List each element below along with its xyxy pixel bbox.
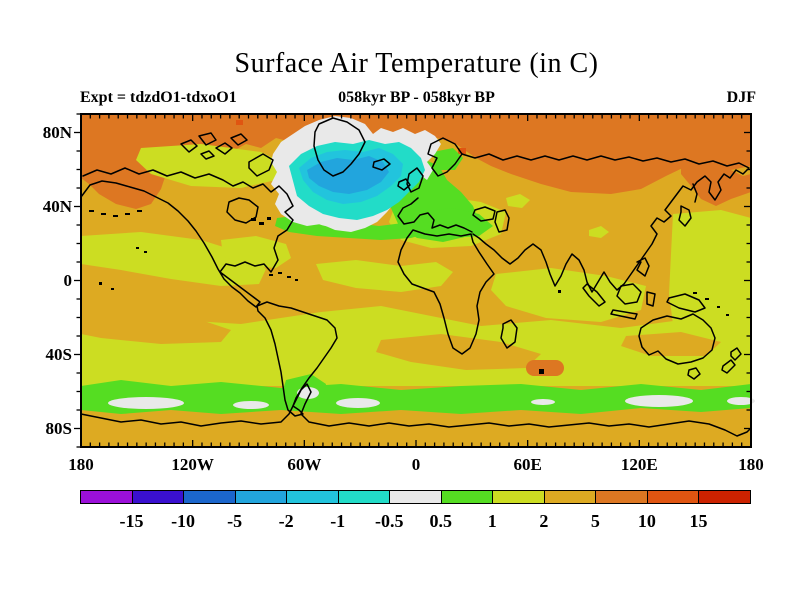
coast-antarctica [80, 383, 752, 437]
coast-sulawesi [646, 291, 656, 307]
lat-tick-label: 40N [42, 196, 72, 216]
colorbar-segment [698, 490, 751, 504]
colorbar-boundary-label: -1 [330, 511, 346, 531]
colorbar-segment [183, 490, 236, 504]
coast-java [610, 309, 638, 320]
coastlines [80, 117, 752, 437]
coast-philippines [636, 257, 650, 277]
region-atlantic-cold-core [307, 156, 389, 194]
lon-tick-label: 60W [287, 455, 322, 474]
coast-asia [461, 153, 750, 293]
coast-caspian [494, 209, 510, 233]
lon-tick-label: 0 [411, 455, 421, 474]
coast-sakhalin [692, 183, 698, 203]
colorbar-boundary-label: -5 [227, 511, 243, 531]
temperature-map [74, 113, 755, 448]
colorbar-segment [646, 490, 700, 504]
data-marker [539, 369, 544, 374]
coast-new-zealand [721, 347, 742, 374]
lon-tick-label: 60E [513, 455, 542, 474]
lat-tick-label: 80N [42, 122, 72, 142]
lon-tick-label: 180 [738, 455, 764, 474]
colorbar-segment [543, 490, 597, 504]
coast-europe [397, 197, 473, 233]
coast-south-america [256, 301, 338, 417]
colorbar-segment [595, 490, 648, 504]
region-indian-warm-spot [526, 360, 564, 376]
colorbar-segment [234, 490, 288, 504]
coast-scandinavia [427, 137, 463, 177]
coast-tasmania [687, 367, 701, 380]
colorbar-boundary-label: -15 [119, 511, 144, 531]
coast-japan [678, 205, 692, 227]
coast-iceland [372, 158, 391, 171]
coast-black-sea [472, 206, 496, 222]
lon-tick-label: 180 [68, 455, 94, 474]
island-specks [89, 210, 729, 316]
region-warm-speck [458, 148, 466, 154]
plot-subtitle: 058kyr BP - 058kyr BP [338, 89, 495, 106]
region-arctic-warm [81, 114, 751, 209]
lat-tick-label: 0 [63, 270, 73, 290]
coast-sumatra [582, 283, 606, 307]
region-warm-speck [236, 120, 243, 125]
coast-uk [406, 167, 424, 193]
colorbar-boundary-label: 15 [689, 511, 708, 531]
coast-ireland [397, 178, 411, 191]
coast-australia [638, 313, 716, 365]
plot-title: Surface Air Temperature (in C) [234, 48, 599, 79]
colorbar-boundary-label: -0.5 [374, 511, 404, 531]
colorbar-boundary-label: -10 [171, 511, 196, 531]
coast-arctic-islands [180, 132, 274, 177]
colorbar-segment [80, 490, 133, 504]
colorbar-segment [389, 490, 442, 504]
colorbar-segment [286, 490, 339, 504]
lon-tick-label: 120E [620, 455, 658, 474]
season-label: DJF [726, 89, 756, 106]
colorbar-boundary-label: 1 [487, 511, 497, 531]
lat-tick-label: 80S [45, 418, 72, 438]
colorbar-boundary-label: 5 [590, 511, 600, 531]
colorbar-boundary-label: 10 [637, 511, 656, 531]
colorbar-boundary-label: 0.5 [429, 511, 453, 531]
map-frame [80, 113, 752, 448]
lat-tick-label: 40S [45, 344, 72, 364]
lon-tick-label: 120W [171, 455, 214, 474]
colorbar-boundary-label: -2 [278, 511, 294, 531]
colorbar-segment [131, 490, 185, 504]
colorbar-segment [440, 490, 494, 504]
colorbar-segment [492, 490, 545, 504]
coast-africa [397, 229, 495, 355]
coast-new-guinea [666, 293, 706, 313]
coast-north-america [80, 167, 294, 308]
map-area [74, 113, 755, 448]
experiment-label: Expt = tdzdO1-tdxoO1 [80, 89, 237, 106]
coast-madagascar [500, 319, 518, 349]
coast-greenland [313, 117, 366, 177]
colorbar-segment [337, 490, 391, 504]
coast-borneo [616, 283, 642, 305]
coast-hudson-bay [226, 197, 259, 224]
colorbar-boundary-label: 2 [539, 511, 549, 531]
